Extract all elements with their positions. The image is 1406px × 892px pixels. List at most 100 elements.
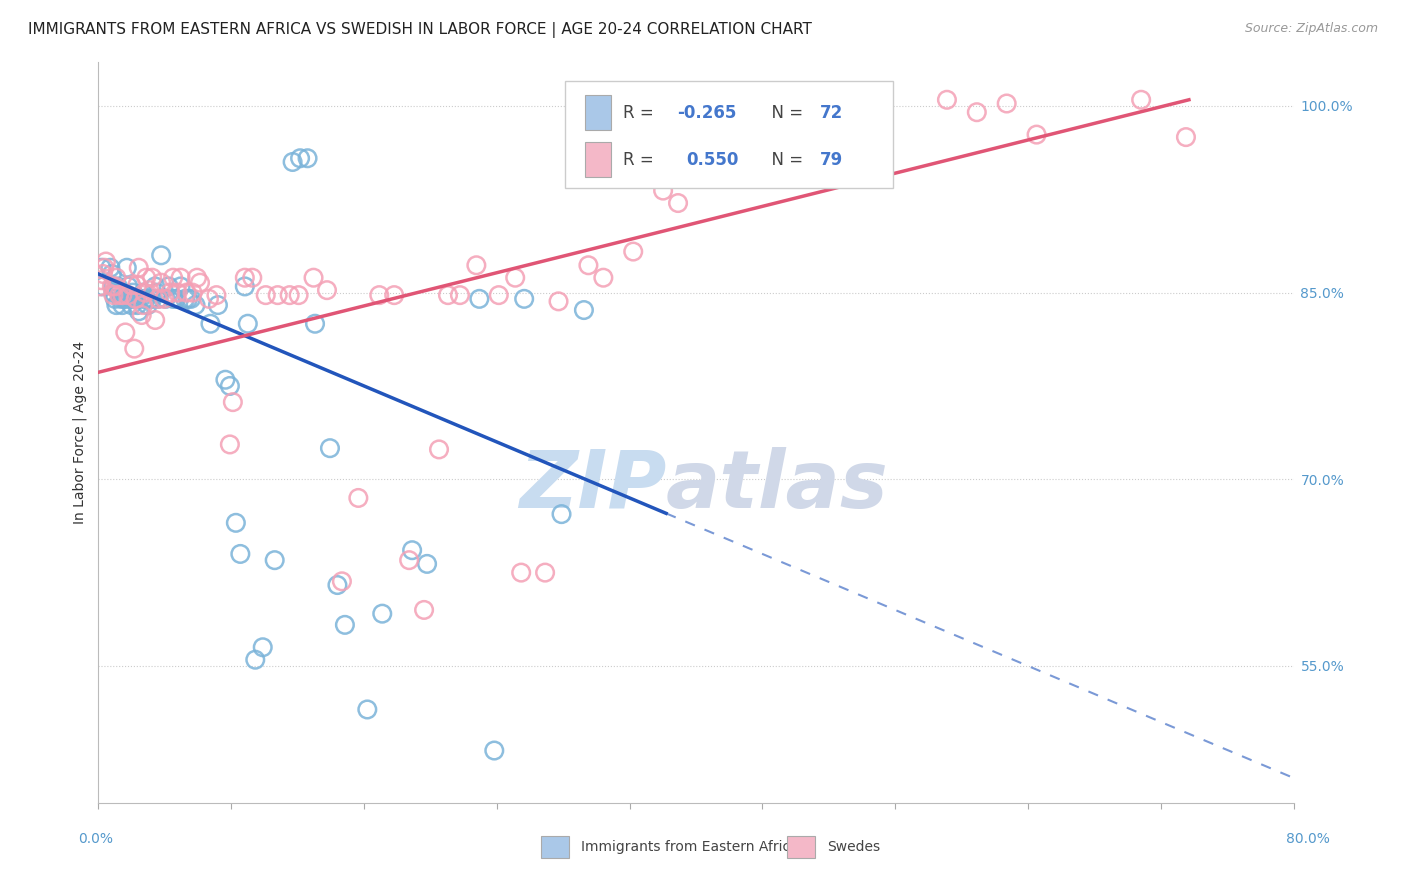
Point xyxy=(141,270,163,285)
Point xyxy=(169,279,191,293)
Text: Swedes: Swedes xyxy=(827,840,880,854)
Point xyxy=(148,292,170,306)
Point xyxy=(166,285,188,300)
Point xyxy=(148,292,170,306)
Point xyxy=(103,285,125,300)
Point xyxy=(162,292,184,306)
Point xyxy=(326,578,349,592)
Point xyxy=(1130,93,1153,107)
Point xyxy=(288,151,311,165)
Point xyxy=(936,93,959,107)
Point xyxy=(89,279,111,293)
Point xyxy=(112,292,135,306)
Point xyxy=(304,317,326,331)
Point xyxy=(186,270,208,285)
FancyBboxPatch shape xyxy=(565,81,893,188)
Point xyxy=(219,437,242,451)
Point xyxy=(176,285,198,300)
Point xyxy=(104,292,127,306)
Bar xyxy=(585,142,612,178)
Point xyxy=(316,283,339,297)
Point xyxy=(103,288,125,302)
Point xyxy=(233,279,256,293)
Point xyxy=(254,288,277,302)
Point xyxy=(468,292,491,306)
Point xyxy=(198,292,221,306)
Point xyxy=(278,288,301,302)
Point xyxy=(263,553,285,567)
Point xyxy=(207,298,229,312)
Point xyxy=(153,292,176,306)
Point xyxy=(93,260,115,275)
Point xyxy=(666,196,689,211)
Text: 72: 72 xyxy=(820,103,844,121)
Point xyxy=(120,278,142,293)
Point xyxy=(177,292,200,306)
Text: IMMIGRANTS FROM EASTERN AFRICA VS SWEDISH IN LABOR FORCE | AGE 20-24 CORRELATION: IMMIGRANTS FROM EASTERN AFRICA VS SWEDIS… xyxy=(28,22,813,38)
Point xyxy=(513,292,536,306)
Point xyxy=(815,130,838,145)
Point xyxy=(169,270,191,285)
Point xyxy=(111,288,134,302)
Point xyxy=(180,292,202,306)
Text: N =: N = xyxy=(761,151,808,169)
Point xyxy=(125,292,148,306)
Point xyxy=(550,507,572,521)
Point xyxy=(184,298,207,312)
Point xyxy=(578,258,600,272)
Point xyxy=(347,491,370,505)
Point xyxy=(995,96,1018,111)
Point xyxy=(143,313,166,327)
Point xyxy=(205,288,228,302)
Point xyxy=(267,288,290,302)
Point xyxy=(302,270,325,285)
Point xyxy=(245,653,267,667)
Point xyxy=(108,285,131,300)
Point xyxy=(730,134,752,148)
Point xyxy=(772,130,794,145)
Point xyxy=(488,288,510,302)
Point xyxy=(118,292,141,306)
Point xyxy=(240,270,263,285)
Point xyxy=(368,288,391,302)
Point xyxy=(252,640,274,655)
Point xyxy=(382,288,405,302)
Point xyxy=(115,260,138,275)
Point xyxy=(572,303,595,318)
Text: 0.0%: 0.0% xyxy=(79,832,112,846)
Bar xyxy=(585,95,612,130)
Point xyxy=(219,379,242,393)
Point xyxy=(110,292,132,306)
Point xyxy=(134,285,156,300)
Y-axis label: In Labor Force | Age 20-24: In Labor Force | Age 20-24 xyxy=(73,341,87,524)
Point xyxy=(652,184,675,198)
Point xyxy=(416,557,439,571)
Point xyxy=(222,395,245,409)
Point xyxy=(371,607,394,621)
Point xyxy=(101,267,124,281)
Point xyxy=(711,168,734,182)
Point xyxy=(114,326,136,340)
Point xyxy=(98,260,122,275)
Point xyxy=(229,547,252,561)
Point xyxy=(94,254,117,268)
Point xyxy=(233,270,256,285)
Text: 79: 79 xyxy=(820,151,844,169)
Point xyxy=(401,543,423,558)
Point xyxy=(1175,130,1198,145)
Text: ZIP: ZIP xyxy=(519,447,666,524)
Point xyxy=(111,298,134,312)
Point xyxy=(90,260,112,275)
Point xyxy=(104,279,127,293)
Point xyxy=(547,294,569,309)
Point xyxy=(139,292,162,306)
Point xyxy=(91,267,114,281)
Point xyxy=(356,702,378,716)
Text: N =: N = xyxy=(761,103,808,121)
Point xyxy=(132,298,155,312)
Point xyxy=(181,285,204,300)
Point xyxy=(150,276,173,290)
Point xyxy=(145,285,167,300)
Point xyxy=(125,292,148,306)
Point xyxy=(155,292,177,306)
